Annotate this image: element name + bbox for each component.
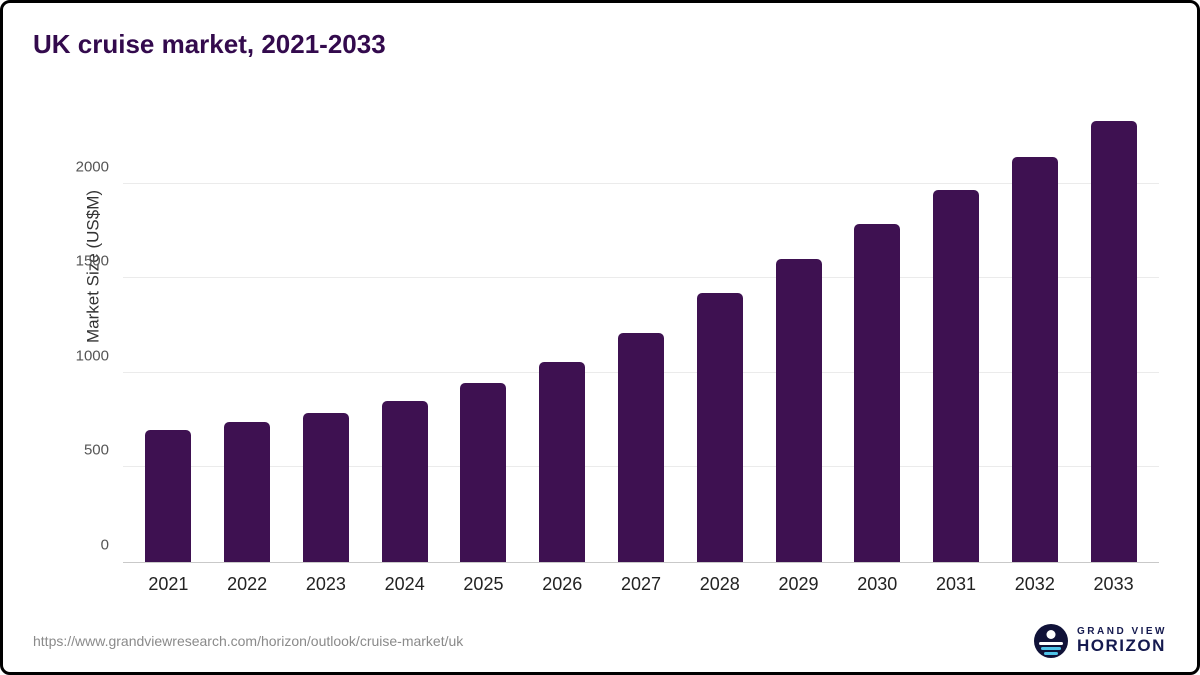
- xtick-label-2024: 2024: [384, 574, 425, 594]
- logo-sun-shape: [1046, 630, 1056, 639]
- horizon-logo-icon: [1034, 624, 1068, 658]
- chart-title: UK cruise market, 2021-2033: [33, 29, 386, 59]
- xtick-label-2033: 2033: [1093, 574, 1134, 594]
- xtick-label-2029: 2029: [778, 574, 819, 594]
- bar-column-2023: 2023: [287, 108, 366, 594]
- bar-column-2021: 2021: [129, 108, 208, 594]
- xtick-label-2028: 2028: [699, 574, 740, 594]
- logo-text: GRAND VIEW HORIZON: [1077, 626, 1167, 656]
- xtick-label-2023: 2023: [305, 574, 346, 594]
- bar-column-2030: 2030: [838, 108, 917, 594]
- bar-2024: [381, 401, 428, 562]
- bar-2028: [696, 293, 743, 562]
- logo-wave-shape: [1044, 652, 1058, 655]
- logo-wave-shape: [1041, 647, 1061, 650]
- bar-2027: [617, 333, 664, 562]
- bar-2033: [1090, 121, 1137, 562]
- brand-logo: GRAND VIEW HORIZON: [1034, 624, 1167, 658]
- bar-2022: [224, 422, 271, 562]
- footer: https://www.grandviewresearch.com/horizo…: [33, 624, 1167, 658]
- logo-line2: HORIZON: [1077, 636, 1166, 656]
- logo-wave-shape: [1039, 642, 1063, 645]
- gridline-1500: [123, 277, 1159, 279]
- bar-column-2026: 2026: [523, 108, 602, 594]
- bar-column-2022: 2022: [208, 108, 287, 594]
- xtick-label-2022: 2022: [227, 574, 268, 594]
- bar-column-2031: 2031: [917, 108, 996, 594]
- xtick-label-2031: 2031: [936, 574, 977, 594]
- bar-column-2028: 2028: [680, 108, 759, 594]
- ytick-label-1000: 1000: [75, 347, 109, 365]
- xtick-label-2032: 2032: [1014, 574, 1055, 594]
- bar-column-2024: 2024: [365, 108, 444, 594]
- bar-2021: [145, 429, 192, 562]
- ytick-label-1500: 1500: [75, 252, 109, 270]
- xtick-label-2026: 2026: [542, 574, 583, 594]
- bar-2032: [1011, 157, 1058, 562]
- bar-column-2029: 2029: [759, 108, 838, 594]
- ytick-label-0: 0: [100, 536, 109, 554]
- source-url: https://www.grandviewresearch.com/horizo…: [33, 633, 464, 649]
- bar-2023: [302, 412, 349, 562]
- bars-container: 2021 2022 2023 2024 2025 2026 2027 2028 2029 2030…: [123, 108, 1159, 594]
- bar-column-2025: 2025: [444, 108, 523, 594]
- bar-column-2032: 2032: [995, 108, 1074, 594]
- xtick-label-2030: 2030: [857, 574, 898, 594]
- bar-column-2027: 2027: [602, 108, 681, 594]
- bar-2026: [539, 362, 586, 562]
- xtick-label-2021: 2021: [148, 574, 189, 594]
- logo-line1: GRAND VIEW: [1077, 626, 1167, 638]
- ytick-label-500: 500: [83, 441, 109, 459]
- bar-column-2033: 2033: [1074, 108, 1153, 594]
- gridline-2000: [123, 182, 1159, 184]
- bar-2025: [460, 383, 507, 562]
- ytick-label-2000: 2000: [75, 158, 109, 176]
- xtick-label-2025: 2025: [463, 574, 504, 594]
- bar-2029: [775, 259, 822, 562]
- bar-2031: [933, 190, 980, 562]
- xtick-label-2027: 2027: [620, 574, 661, 594]
- plot-area: 0 500 1000 1500 2000 2021 2022 2023 2024 2025 202…: [76, 108, 1159, 594]
- bar-2030: [854, 224, 901, 562]
